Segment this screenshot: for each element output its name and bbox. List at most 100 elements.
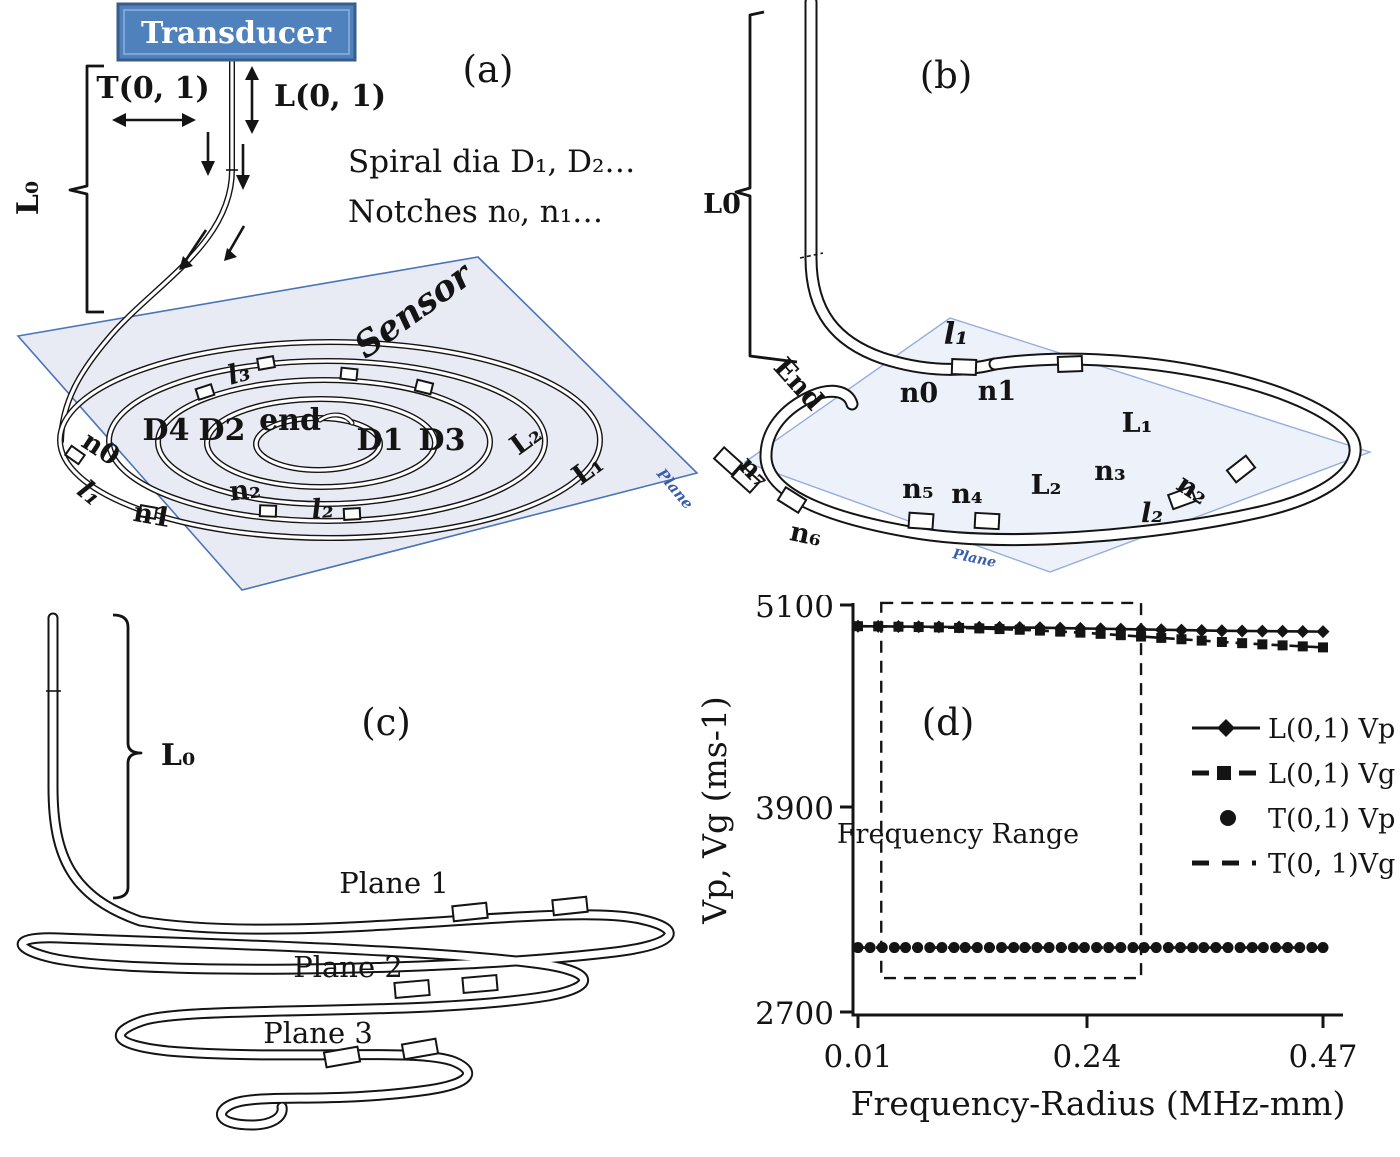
panel-a-drawing: Transducer L₀ T(0, 1) L(0, 1) Spiral dia… [11, 2, 699, 591]
label-l1-a: l₁ [71, 475, 108, 513]
legend-label-lvp: L(0,1) Vp [1268, 714, 1395, 745]
notch [973, 511, 1001, 531]
label-l1-b: l₁ [944, 317, 969, 352]
label-n5-b: n₅ [902, 474, 933, 505]
ytick-2700: 2700 [755, 996, 834, 1032]
l0-label-a: L₀ [11, 181, 46, 215]
longitudinal-mode-label: L(0, 1) [274, 79, 386, 114]
torsional-arrow [112, 113, 196, 127]
panel-a: Transducer L₀ T(0, 1) L(0, 1) Spiral dia… [0, 0, 700, 599]
label-n6-b: n₆ [787, 516, 824, 553]
helix-waveguide [17, 612, 675, 1131]
xtick-047: 0.47 [1288, 1039, 1357, 1075]
loop-notches-b [712, 355, 1257, 531]
sensor-plane-b [743, 317, 1373, 573]
chart-series-layer [851, 601, 1330, 980]
legend-entry-tvp: T(0,1) Vp [1220, 804, 1395, 835]
plane2-label: Plane 2 [293, 950, 403, 984]
notch [413, 378, 435, 396]
note-spiral-dia: Spiral dia D₁, D₂… [348, 144, 635, 180]
label-d2: D2 [199, 413, 246, 448]
waveguide-entry-a [58, 59, 238, 444]
label-L1-b: L₁ [1122, 408, 1153, 439]
legend-entry-lvp: L(0,1) Vp [1192, 714, 1395, 745]
notch [322, 1045, 362, 1069]
label-d4: D4 [143, 413, 190, 448]
panel-c: L₀ (c) Plane 1 Plane 2 Plane 3 [0, 595, 700, 1157]
legend-circle-icon [1220, 810, 1236, 826]
panel-tag-d: (d) [922, 701, 975, 744]
notch [194, 383, 216, 401]
xtick-024: 0.24 [1052, 1039, 1121, 1075]
label-n3-b: n₃ [1094, 456, 1125, 487]
notch [400, 1037, 440, 1061]
label-end: end [259, 403, 321, 438]
label-n0-b: n0 [900, 378, 938, 409]
legend-square-icon [1217, 766, 1231, 780]
x-axis-label: Frequency-Radius (MHz-mm) [851, 1084, 1346, 1123]
notch [950, 358, 978, 376]
ytick-5100: 5100 [755, 595, 834, 625]
torsional-mode-label: T(0, 1) [96, 71, 209, 106]
helix-notches [322, 895, 589, 1069]
panel-c-drawing: L₀ (c) Plane 1 Plane 2 Plane 3 [17, 612, 675, 1131]
l0-bracket-a [68, 64, 104, 314]
label-end-b: End [767, 352, 830, 417]
label-d3: D3 [419, 423, 466, 458]
notch [712, 445, 744, 477]
notch [342, 507, 362, 521]
legend-label-tvg: T(0, 1)Vg [1268, 849, 1395, 880]
notch [451, 901, 489, 923]
plane1-label: Plane 1 [339, 866, 449, 900]
panel-tag-c: (c) [361, 701, 411, 744]
notch [1166, 485, 1198, 511]
transducer-label: Transducer [141, 16, 332, 51]
notch [907, 511, 935, 531]
propagation-arrows [179, 132, 250, 270]
notch [1056, 355, 1084, 373]
l0-bracket-c [112, 613, 143, 900]
legend-entry-lvg: L(0,1) Vg [1192, 759, 1395, 790]
notch [730, 463, 762, 495]
panel-b-drawing: L0 (b) l₁ n0 n1 L₁ n₃ n₂ [703, 0, 1373, 573]
l0-bracket-b [734, 10, 798, 364]
label-n1-b: n1 [978, 376, 1016, 407]
chart-axes [851, 603, 1343, 1017]
notch [1225, 454, 1257, 484]
notch [63, 444, 87, 466]
legend-diamond-icon [1217, 719, 1235, 737]
y-axis-label: Vp, Vg (ms-1) [700, 696, 734, 925]
axis-ticks [840, 603, 1325, 1028]
ytick-3900: 3900 [755, 791, 834, 827]
plane3-label: Plane 3 [263, 1016, 373, 1050]
l0-label-c: L₀ [161, 738, 195, 773]
legend-label-tvp: T(0,1) Vp [1268, 804, 1395, 835]
panel-tag-a: (a) [463, 48, 514, 91]
notch [258, 504, 278, 518]
spiral-waveguide [57, 339, 603, 541]
notch [339, 366, 359, 382]
dispersion-chart: 5100 3900 2700 0.01 0.24 0.47 Frequency-… [695, 589, 1395, 1123]
panel-d: 5100 3900 2700 0.01 0.24 0.47 Frequency-… [695, 589, 1400, 1157]
frequency-range-label: Frequency Range [837, 819, 1079, 850]
notch [256, 355, 276, 371]
xtick-001: 0.01 [823, 1039, 892, 1075]
label-l2-b: l₂ [1141, 498, 1163, 529]
label-d1: D1 [357, 423, 404, 458]
legend-entry-tvg: T(0, 1)Vg [1192, 849, 1395, 880]
notch [776, 485, 808, 515]
label-l2-a: l₂ [310, 493, 334, 525]
label-n1-a: n1 [131, 497, 174, 534]
notch [461, 973, 499, 995]
label-n2-a: n₂ [228, 473, 263, 507]
notch [551, 895, 589, 917]
panel-b: L0 (b) l₁ n0 n1 L₁ n₃ n₂ [700, 0, 1400, 599]
notch [138, 504, 158, 520]
tube-break-mark [799, 252, 824, 259]
note-notches: Notches n₀, n₁… [348, 194, 603, 230]
longitudinal-arrow [245, 66, 259, 134]
label-L2-b: L₂ [1031, 470, 1062, 501]
loop-waveguide-b [759, 352, 1362, 546]
l0-label-b: L0 [703, 189, 741, 220]
label-n4-b: n₄ [951, 479, 982, 510]
